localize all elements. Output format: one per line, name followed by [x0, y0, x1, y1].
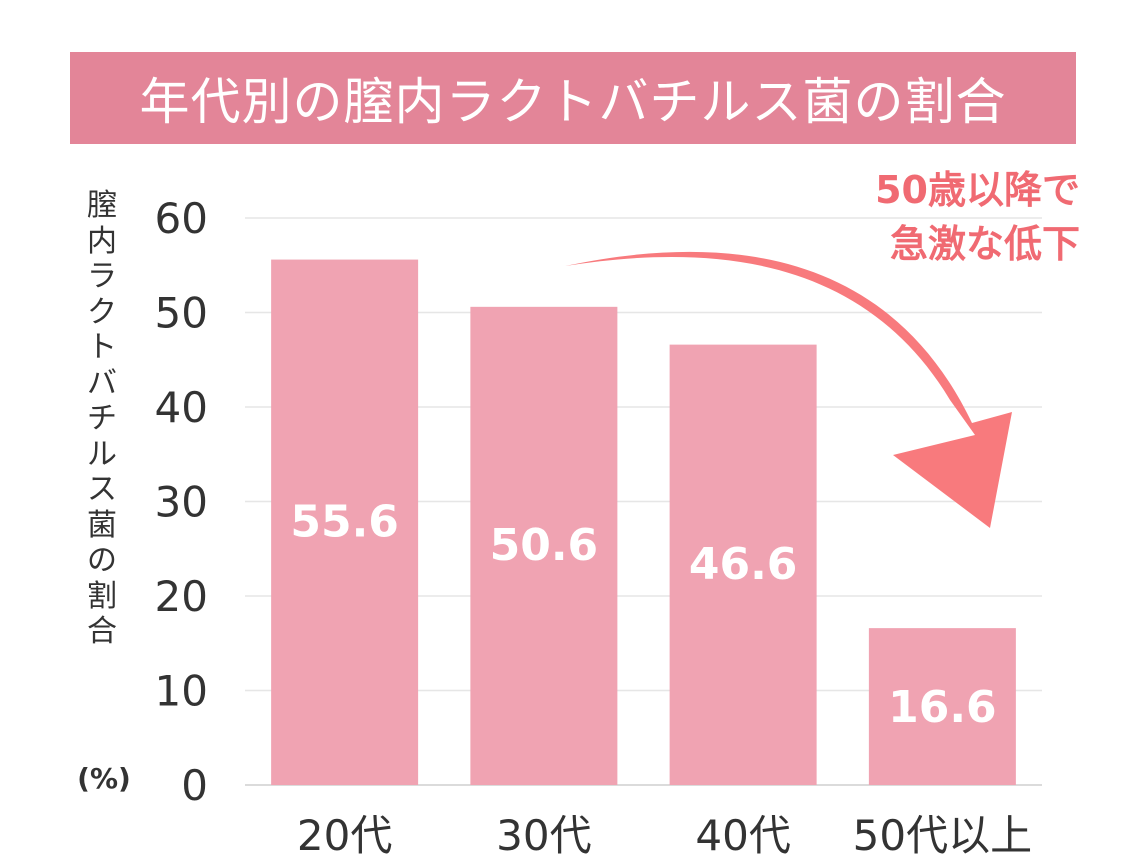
chart-title: 年代別の膣内ラクトバチルス菌の割合	[139, 73, 1007, 131]
y-axis-label-char: チ	[87, 401, 117, 436]
y-axis-label-char: 膣	[87, 188, 117, 223]
x-tick-label: 20代	[297, 811, 392, 860]
callout-line-1: 50歳以降で	[875, 168, 1080, 212]
x-tick-label: 30代	[496, 811, 591, 860]
y-axis-unit: (%)	[77, 762, 131, 795]
y-axis-label-char: ル	[87, 436, 117, 472]
decline-arrow	[565, 251, 1012, 528]
callout-line-2: 急激な低下	[889, 222, 1080, 266]
y-tick-label: 30	[155, 478, 208, 527]
y-axis-label: 膣内ラクトバチルス菌の割合	[80, 188, 124, 650]
y-tick-label: 50	[155, 289, 208, 338]
title-banner: 年代別の膣内ラクトバチルス菌の割合	[70, 52, 1076, 144]
bar	[868, 628, 1016, 785]
y-axis-label-char: 割	[87, 578, 117, 614]
data-label: 50.6	[490, 520, 599, 571]
x-tick-label: 40代	[695, 811, 790, 860]
y-axis-label-char: ス	[87, 472, 117, 507]
bar	[470, 306, 618, 785]
bar	[669, 344, 817, 785]
callout-annotation: 50歳以降で 急激な低下	[790, 163, 1080, 271]
data-label: 16.6	[888, 682, 997, 733]
y-axis-label-char: ラ	[87, 259, 117, 294]
y-tick-label: 40	[155, 383, 208, 432]
y-axis-label-char: ク	[87, 294, 117, 330]
y-tick-label: 20	[155, 572, 208, 621]
y-tick-label: 10	[155, 667, 208, 716]
y-axis-label-char: ト	[87, 330, 117, 365]
y-axis-label-char: 合	[87, 614, 117, 649]
y-axis-label-char: バ	[87, 365, 117, 401]
y-axis-label-char: の	[87, 543, 117, 578]
y-tick-label: 60	[155, 194, 208, 243]
y-tick-label: 0	[181, 761, 208, 810]
y-axis-label-char: 菌	[87, 507, 117, 543]
data-label: 46.6	[689, 539, 798, 590]
bar	[271, 259, 419, 786]
data-label: 55.6	[290, 496, 399, 547]
y-axis-label-char: 内	[87, 223, 117, 259]
x-tick-label: 50代以上	[853, 811, 1032, 860]
